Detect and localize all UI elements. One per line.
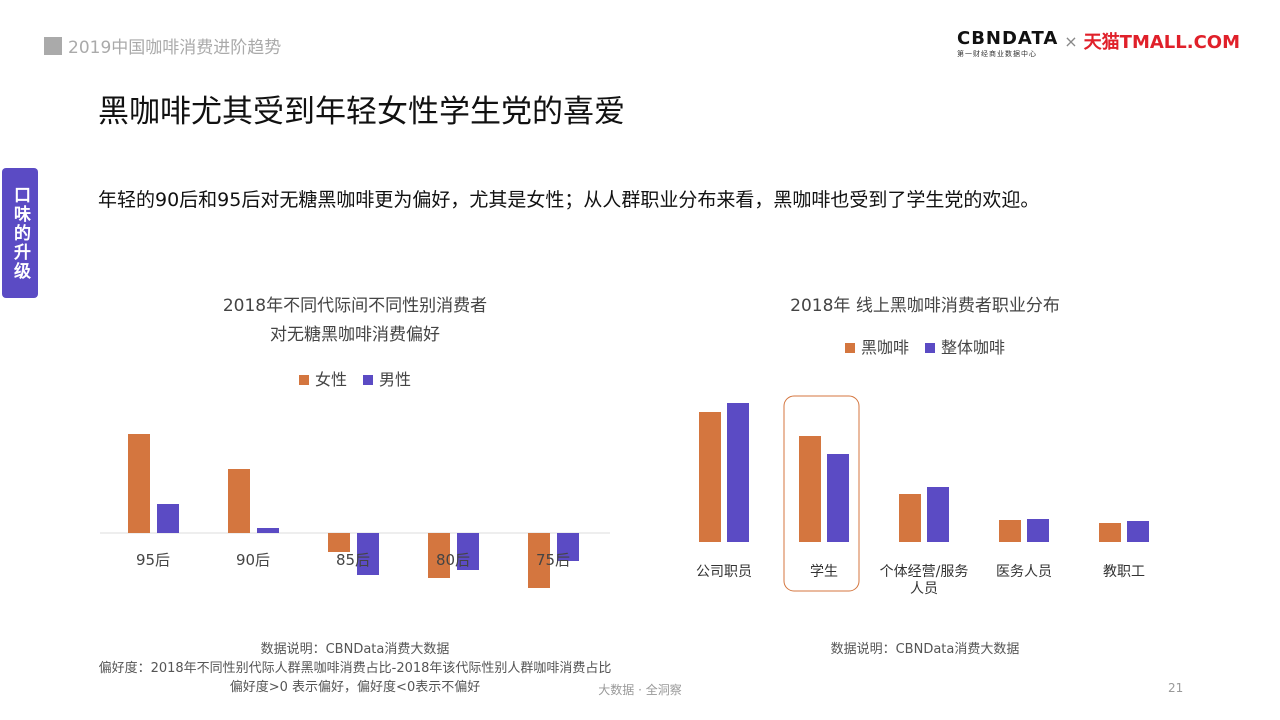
bar-male bbox=[157, 504, 179, 533]
highlight-box bbox=[783, 395, 860, 592]
bar-black-coffee bbox=[899, 494, 921, 542]
logo: CBNDATA 第一财经商业数据中心 × 天猫TMALL.COM bbox=[957, 28, 1240, 59]
chart1-title-line2: 对无糖黑咖啡消费偏好 bbox=[270, 325, 440, 345]
x-tick-label: 教职工 bbox=[1103, 564, 1145, 580]
bar-all-coffee bbox=[1027, 519, 1049, 542]
legend-all-coffee: 整体咖啡 bbox=[941, 338, 1006, 357]
x-tick-label: 90后 bbox=[236, 551, 270, 569]
chart1-title: 2018年不同代际间不同性别消费者 对无糖黑咖啡消费偏好 bbox=[100, 292, 610, 350]
x-tick-label: 75后 bbox=[536, 551, 570, 569]
bar-male bbox=[557, 533, 579, 561]
legend-black-coffee: 黑咖啡 bbox=[860, 338, 909, 357]
cbn-logo-sub: 第一财经商业数据中心 bbox=[956, 50, 1037, 58]
section-header: 2019中国咖啡消费进阶趋势 bbox=[44, 33, 281, 58]
bar-female bbox=[128, 434, 150, 533]
chart1-note: 偏好度>0 表示偏好，偏好度<0表示不偏好 bbox=[229, 680, 481, 695]
page-subtitle: 年轻的90后和95后对无糖黑咖啡更为偏好，尤其是女性；从人群职业分布来看，黑咖啡… bbox=[98, 189, 1040, 211]
x-tick-label: 95后 bbox=[136, 551, 170, 569]
bar-female bbox=[528, 533, 550, 588]
bar-male bbox=[357, 533, 379, 575]
footer-text: 大数据 · 全洞察 bbox=[598, 683, 682, 697]
x-tick-label: 80后 bbox=[436, 551, 470, 569]
side-tab[interactable]: 口味的升级 bbox=[2, 168, 38, 298]
x-tick-label: 学生 bbox=[810, 564, 838, 580]
x-tick-label: 医务人员 bbox=[996, 564, 1052, 580]
chart1-legend: 女性 男性 bbox=[100, 366, 610, 390]
chart2-note: 数据说明：CBNData消费大数据 bbox=[830, 642, 1020, 657]
bar-black-coffee bbox=[999, 520, 1021, 542]
page-number: 21 bbox=[1168, 681, 1184, 695]
legend-male: 男性 bbox=[379, 370, 412, 389]
bar-all-coffee bbox=[1127, 521, 1149, 542]
x-tick-label: 公司职员 bbox=[696, 564, 752, 580]
bar-male bbox=[257, 528, 279, 533]
tmall-logo: 天猫TMALL.COM bbox=[1083, 32, 1240, 53]
chart2-plot: 公司职员 学生 个体经营/服务人员 医务人员 教职工 bbox=[696, 395, 1149, 597]
x-tick-label: 个体经营/服务人员 bbox=[880, 564, 969, 597]
bar-all-coffee bbox=[727, 403, 749, 542]
bar-black-coffee bbox=[699, 412, 721, 542]
chart1-plot: 95后 90后 85后 80后 75后 bbox=[100, 434, 610, 588]
bar-female bbox=[328, 533, 350, 552]
chart1-note: 数据说明：CBNData消费大数据 bbox=[260, 642, 450, 657]
page-title: 黑咖啡尤其受到年轻女性学生党的喜爱 bbox=[98, 94, 625, 130]
chart1-note: 偏好度：2018年不同性别代际人群黑咖啡消费占比-2018年该代际性别人群咖啡消… bbox=[98, 661, 612, 676]
chart2-title: 2018年 线上黑咖啡消费者职业分布 bbox=[790, 296, 1060, 316]
chart1-notes: 数据说明：CBNData消费大数据 偏好度：2018年不同性别代际人群黑咖啡消费… bbox=[60, 640, 650, 697]
bar-all-coffee bbox=[827, 454, 849, 542]
logo-x: × bbox=[1064, 32, 1078, 51]
bar-female bbox=[428, 533, 450, 578]
bar-black-coffee bbox=[799, 436, 821, 542]
bar-female bbox=[228, 469, 250, 533]
section-title: 2019中国咖啡消费进阶趋势 bbox=[68, 38, 282, 58]
x-tick-label: 85后 bbox=[336, 551, 370, 569]
legend-female: 女性 bbox=[314, 370, 347, 389]
chart2-legend: 黑咖啡 整体咖啡 bbox=[670, 334, 1180, 358]
bar-male bbox=[457, 533, 479, 570]
cbn-logo: CBNDATA bbox=[956, 28, 1059, 49]
bar-black-coffee bbox=[1099, 523, 1121, 542]
bar-all-coffee bbox=[927, 487, 949, 542]
chart1-title-line1: 2018年不同代际间不同性别消费者 bbox=[222, 296, 488, 316]
